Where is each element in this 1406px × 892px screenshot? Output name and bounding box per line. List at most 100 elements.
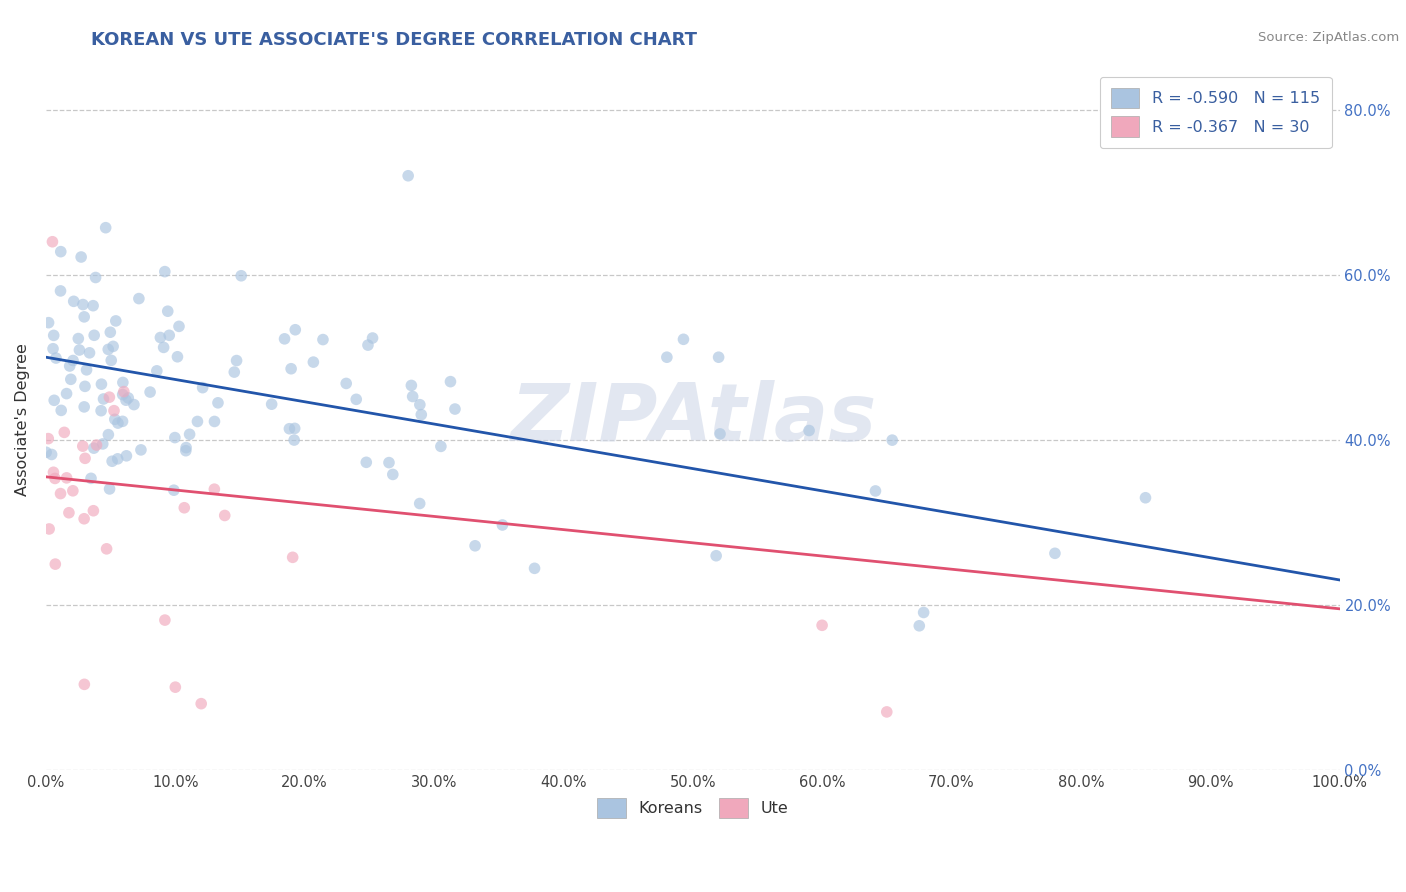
Point [709, 426, 731, 441]
Point [444, 402, 467, 417]
Point [51, 403, 73, 417]
Point [44, 557, 66, 571]
Point [179, 427, 201, 442]
Point [401, 390, 423, 404]
Point [59, 372, 82, 386]
Point [72, 439, 94, 453]
Point [42, 465, 65, 479]
Point [67, 343, 90, 357]
Point [58, 506, 80, 520]
Point [49, 244, 72, 259]
Point [73, 512, 96, 526]
Point [163, 431, 186, 445]
Point [128, 292, 150, 306]
Point [156, 304, 179, 318]
Point [62, 294, 84, 309]
Point [53, 425, 76, 440]
Point [344, 392, 367, 407]
Point [491, 518, 513, 533]
Point [273, 332, 295, 346]
Point [38, 522, 60, 536]
Point [381, 467, 404, 482]
Point [1043, 546, 1066, 560]
Point [35, 445, 58, 459]
Point [174, 443, 197, 458]
Point [67, 332, 90, 346]
Point [103, 403, 125, 417]
Point [111, 376, 134, 390]
Point [45, 351, 67, 365]
Point [94, 220, 117, 235]
Point [882, 433, 904, 447]
Point [672, 332, 695, 346]
Point [111, 414, 134, 428]
Point [73, 400, 96, 414]
Point [146, 364, 169, 378]
Point [174, 441, 197, 455]
Point [82, 504, 104, 518]
Point [73, 310, 96, 324]
Point [207, 396, 229, 410]
Point [409, 496, 432, 510]
Point [401, 378, 423, 392]
Point [73, 379, 96, 393]
Point [811, 618, 834, 632]
Text: ZIPAtlas: ZIPAtlas [509, 380, 876, 458]
Point [865, 483, 887, 498]
Point [84, 270, 107, 285]
Point [280, 361, 302, 376]
Point [312, 333, 335, 347]
Point [224, 365, 246, 379]
Point [83, 441, 105, 455]
Point [73, 451, 96, 466]
Point [100, 353, 122, 368]
Point [44, 471, 66, 485]
Text: KOREAN VS UTE ASSOCIATE'S DEGREE CORRELATION CHART: KOREAN VS UTE ASSOCIATE'S DEGREE CORRELA… [91, 31, 697, 49]
Point [704, 549, 727, 563]
Point [38, 316, 60, 330]
Point [281, 550, 304, 565]
Point [464, 539, 486, 553]
Point [90, 377, 112, 392]
Point [430, 439, 453, 453]
Point [165, 680, 187, 694]
Point [41, 235, 63, 249]
Point [86, 438, 108, 452]
Point [908, 619, 931, 633]
Point [93, 392, 115, 406]
Point [1135, 491, 1157, 505]
Point [396, 169, 419, 183]
Point [42, 328, 65, 343]
Point [98, 325, 121, 339]
Point [284, 323, 307, 337]
Point [139, 385, 162, 400]
Point [101, 339, 124, 353]
Point [707, 350, 730, 364]
Point [284, 421, 307, 435]
Point [41, 447, 63, 461]
Point [231, 268, 253, 283]
Point [225, 353, 247, 368]
Point [70, 250, 93, 264]
Point [80, 471, 103, 485]
Point [204, 414, 226, 428]
Point [55, 471, 77, 485]
Text: Source: ZipAtlas.com: Source: ZipAtlas.com [1258, 31, 1399, 45]
Point [876, 705, 898, 719]
Point [111, 387, 134, 401]
Point [202, 482, 225, 496]
Point [98, 390, 121, 404]
Point [115, 393, 138, 408]
Point [49, 284, 72, 298]
Point [62, 483, 84, 498]
Point [101, 454, 124, 468]
Point [90, 403, 112, 417]
Point [153, 265, 176, 279]
Point [49, 486, 72, 500]
Point [104, 412, 127, 426]
Point [361, 331, 384, 345]
Legend: Koreans, Ute: Koreans, Ute [591, 791, 794, 825]
Point [129, 442, 152, 457]
Y-axis label: Associate's Degree: Associate's Degree [15, 343, 30, 496]
Point [167, 319, 190, 334]
